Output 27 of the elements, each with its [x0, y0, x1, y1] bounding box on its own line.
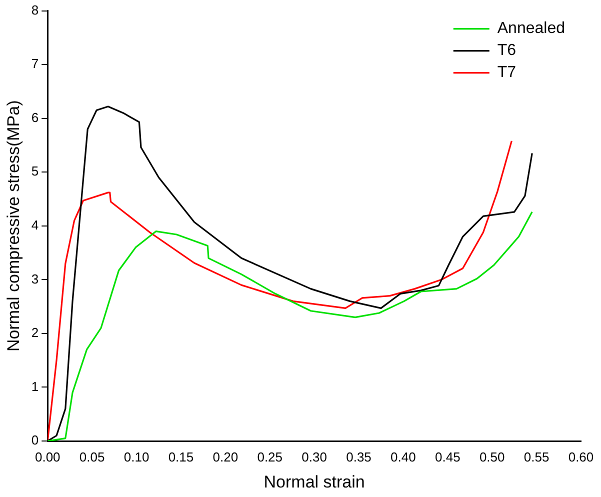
x-tick-label: 0.60 [568, 449, 594, 464]
x-tick-label: 0.35 [346, 449, 372, 464]
x-tick-label: 0.30 [302, 449, 327, 464]
y-tick-label: 7 [31, 56, 39, 72]
y-tick-label: 5 [31, 164, 39, 179]
legend-label: Annealed [497, 20, 566, 38]
x-axis-title: Normal strain [264, 472, 365, 492]
x-tick-label: 0.40 [390, 449, 416, 464]
x-tick-label: 0.50 [479, 449, 505, 464]
x-tick-label: 0.55 [524, 449, 550, 464]
legend-label: T7 [497, 64, 516, 82]
y-tick-label: 3 [31, 271, 39, 286]
x-tick-label: 0.15 [168, 449, 194, 464]
y-tick-label: 2 [31, 325, 39, 340]
x-tick-label: 0.45 [435, 449, 460, 464]
y-tick-label: 0 [31, 432, 39, 448]
x-tick-label: 0.05 [79, 449, 105, 464]
x-tick-label: 0.20 [212, 449, 238, 464]
x-tick-label: 0.00 [34, 449, 60, 464]
y-axis-title: Normal compressive stress(MPa) [4, 100, 23, 352]
legend-label: T6 [497, 42, 516, 60]
x-tick-label: 0.10 [124, 449, 150, 464]
y-tick-label: 8 [31, 2, 39, 18]
y-tick-label: 6 [31, 110, 39, 125]
y-tick-label: 1 [31, 378, 39, 394]
x-tick-label: 0.25 [257, 449, 283, 464]
y-tick-label: 4 [31, 217, 39, 232]
